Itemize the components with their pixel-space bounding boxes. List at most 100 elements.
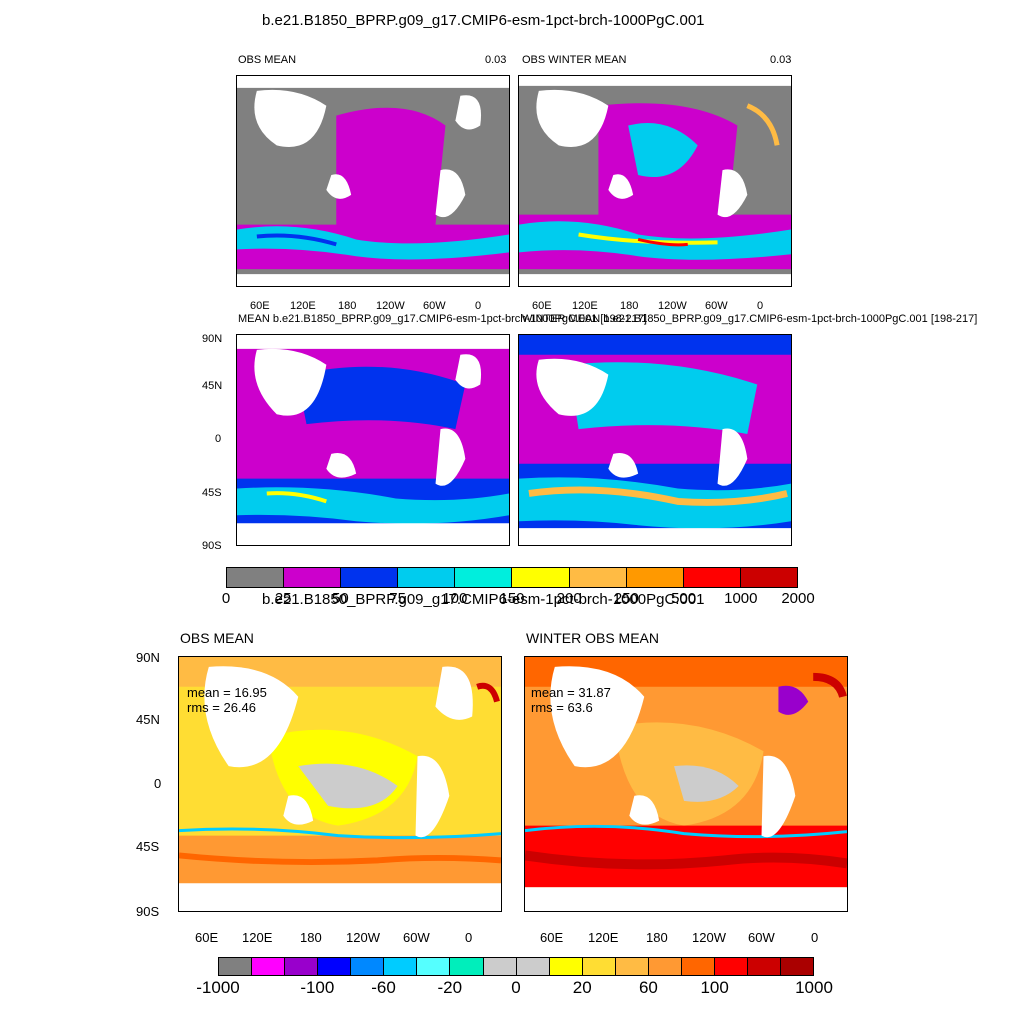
lat-tick-0: 0 [215, 433, 222, 445]
panel2-winter-obs-mean-title: WINTER OBS MEAN [526, 630, 660, 646]
colorbar-swatch [683, 568, 741, 587]
figure1-title: b.e21.B1850_BPRP.g09_g17.CMIP6-esm-1pct-… [262, 12, 705, 29]
lon-tick-180: 180 [300, 930, 322, 945]
map-model-winter-mean-field [519, 335, 791, 545]
colorbar-label: 100 [700, 978, 729, 997]
colorbar-label: -60 [371, 978, 396, 997]
colorbar-swatch [516, 958, 550, 975]
lon-tick-0: 0 [757, 300, 764, 312]
colorbar-swatch [582, 958, 616, 975]
stat-mean-winter: mean = 31.87 [531, 685, 611, 700]
colorbar-label: -20 [437, 978, 463, 997]
colorbar-swatch [417, 958, 451, 975]
colorbar-label: 0 [511, 978, 521, 997]
lon-tick-120w: 120W [376, 300, 405, 312]
lon-tick-180: 180 [620, 300, 639, 312]
colorbar-swatch [740, 568, 797, 587]
colorbar-swatch [285, 958, 319, 975]
lat-tick-45s: 45S [136, 839, 160, 854]
colorbar-swatch [781, 958, 814, 975]
colorbar-swatch [549, 958, 583, 975]
lon-tick-180: 180 [646, 930, 668, 945]
map-model-mean [236, 334, 510, 546]
colorbar-swatch [450, 958, 484, 975]
colorbar-label: 100 [442, 590, 468, 607]
colorbar-swatch [626, 568, 684, 587]
colorbar-swatch [512, 568, 570, 587]
panel-obs-winter-mean-scale: 0.03 [770, 54, 792, 66]
lat-tick-90n: 90N [136, 650, 160, 665]
lat-tick-45n: 45N [136, 712, 160, 727]
lon-tick-120w: 120W [346, 930, 380, 945]
colorbar-label: 1000 [724, 590, 758, 607]
lon-tick-0: 0 [465, 930, 473, 945]
colorbar-swatch [398, 568, 456, 587]
colorbar-swatch [351, 958, 385, 975]
colorbar-label: -1000 [196, 978, 240, 997]
colorbar-label: 500 [671, 590, 697, 607]
colorbar-label: 200 [556, 590, 582, 607]
colorbar-label: 75 [389, 590, 406, 607]
colorbar-label: 1000 [795, 978, 833, 997]
colorbar-swatch [341, 568, 399, 587]
colorbar-1 [226, 567, 798, 588]
colorbar-swatch [615, 958, 649, 975]
lat-tick-45s: 45S [202, 487, 222, 499]
colorbar-swatch [252, 958, 286, 975]
map2-obs-mean-field [179, 657, 501, 911]
lon-tick-120w: 120W [692, 930, 726, 945]
map-model-mean-field [237, 335, 509, 545]
map2-winter-obs-mean [524, 656, 848, 912]
lon-tick-180: 180 [338, 300, 357, 312]
map-obs-winter-mean-field [519, 76, 791, 286]
colorbar-2 [218, 957, 814, 976]
colorbar-label: 2000 [781, 590, 815, 607]
figure2-title: b.e21.B1850_BPRP.g09_g17.CMIP6-esm-1pct-… [262, 591, 705, 608]
colorbar-swatch [284, 568, 342, 587]
colorbar-swatch [748, 958, 782, 975]
panel-obs-winter-mean-title: OBS WINTER MEAN [522, 54, 627, 66]
lat-tick-0: 0 [154, 776, 162, 791]
lon-tick-60w: 60W [748, 930, 775, 945]
panel-obs-mean-title: OBS MEAN [238, 54, 297, 66]
lon-tick-120w: 120W [658, 300, 687, 312]
lon-tick-60w: 60W [403, 930, 430, 945]
colorbar-label: -100 [300, 978, 335, 997]
lat-tick-90s: 90S [136, 904, 160, 919]
map-obs-mean-field [237, 76, 509, 286]
lon-tick-120e: 120E [242, 930, 273, 945]
panel-model-winter-mean-title: WINTER MEAN b.e21.B1850_BPRP.g09_g17.CMI… [522, 313, 978, 325]
lon-tick-60e: 60E [532, 300, 552, 312]
map-model-winter-mean [518, 334, 792, 546]
map2-winter-obs-mean-field [525, 657, 847, 911]
map-obs-mean [236, 75, 510, 287]
lon-tick-60e: 60E [540, 930, 564, 945]
colorbar-swatch [384, 958, 418, 975]
colorbar-swatch [455, 568, 513, 587]
colorbar-swatch [318, 958, 352, 975]
lon-tick-60w: 60W [423, 300, 446, 312]
colorbar-swatch [569, 568, 627, 587]
lat-tick-45n: 45N [202, 380, 223, 392]
lat-tick-90s: 90S [202, 540, 222, 552]
stat-mean-obs: mean = 16.95 [187, 685, 267, 700]
colorbar-swatch [648, 958, 682, 975]
lon-tick-60e: 60E [195, 930, 219, 945]
lon-tick-0: 0 [811, 930, 819, 945]
lon-tick-60w: 60W [705, 300, 728, 312]
lat-tick-90n: 90N [202, 333, 223, 345]
colorbar-swatch [483, 958, 517, 975]
colorbar-label: 250 [613, 590, 639, 607]
lon-tick-120e: 120E [572, 300, 598, 312]
colorbar-label: 150 [499, 590, 525, 607]
colorbar-label: 20 [572, 978, 592, 997]
lon-tick-120e: 120E [290, 300, 316, 312]
lon-tick-120e: 120E [588, 930, 619, 945]
colorbar-label: 50 [332, 590, 349, 607]
colorbar-swatch [681, 958, 715, 975]
stat-rms-obs: rms = 26.46 [187, 700, 257, 715]
colorbar-label: 60 [638, 978, 658, 997]
colorbar-swatch [227, 568, 285, 587]
panel2-obs-mean-title: OBS MEAN [180, 630, 254, 646]
colorbar-swatch [714, 958, 748, 975]
